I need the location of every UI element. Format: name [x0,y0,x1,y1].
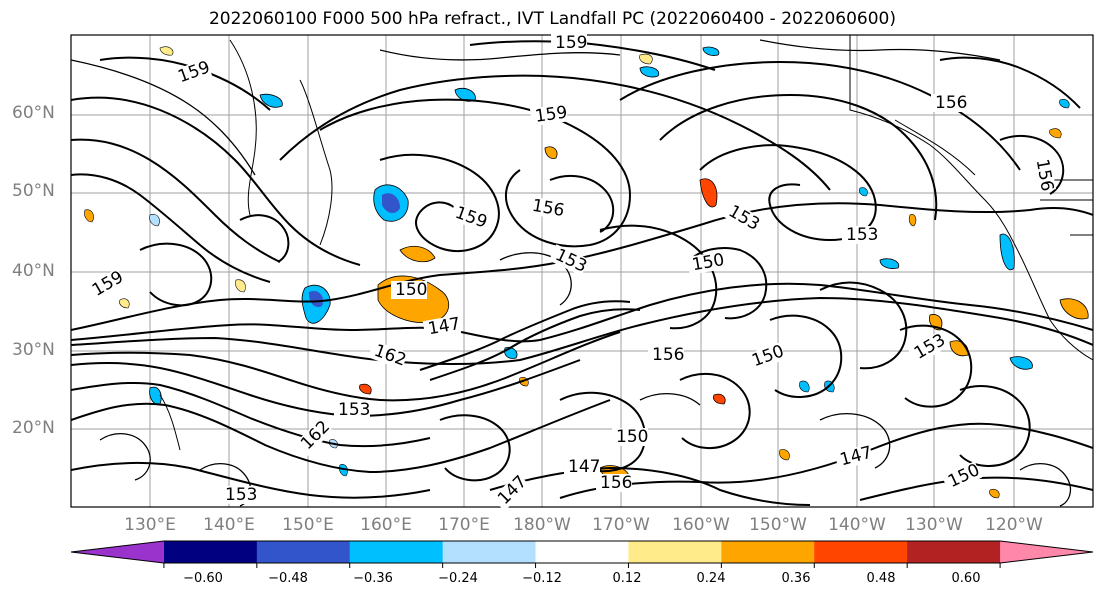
contour-label-background [564,458,600,476]
lat-label: 30°N [12,340,55,360]
contour-label-background [294,417,334,457]
contour-label-background [334,401,370,419]
contour-label-background [941,461,983,493]
colorbar-tick: 0.48 [866,571,896,586]
colorbar-tick: −0.48 [268,571,308,586]
colorbar-segment [535,541,629,563]
contour-label-background [221,486,257,504]
colorbar-segment [907,541,1001,563]
colorbar-tick: 0.60 [951,571,981,586]
contour-label: 150 [395,280,427,300]
thin-contours [71,39,1072,507]
contour-label: 156 [935,93,967,113]
contour-label-background [612,428,648,446]
lon-label: 130°W [905,515,963,535]
contour-label: 150 [616,427,648,447]
contour-label-background [842,226,878,244]
contour-label: 153 [225,485,257,505]
colorbar-segment [256,541,351,563]
lon-label: 150°E [282,515,334,535]
colorbar-tick: −0.36 [353,571,393,586]
colorbar-tick: 0.24 [696,571,726,586]
contour-label-background [491,472,531,512]
contour-label-background [931,94,967,112]
colorbar-segment [349,541,444,563]
colorbar-tick: −0.60 [183,571,223,586]
lon-label: 120°W [985,515,1043,535]
colorbar-tick: 0.12 [612,571,642,586]
contour-label-background [686,251,726,275]
lon-label: 130°E [124,515,176,535]
lat-label: 60°N [12,103,55,123]
lon-label: 140°E [203,515,255,535]
contour-label-background [907,331,949,365]
contour-label: 159 [555,33,587,53]
gridlines [71,35,1093,507]
contour-label-background [721,200,763,234]
contour-label-background [1032,153,1056,193]
contour-label-background [368,340,408,370]
contour-label: 156 [652,345,684,365]
contour-label: 147 [568,457,600,477]
map-title: 2022060100 F000 500 hPa refract., IVT La… [208,9,896,29]
colorbar-segment [442,541,537,563]
negative-anomaly-patches [149,46,1070,477]
colorbar-segment [1000,541,1093,563]
contour-label-background [422,315,462,339]
contour-label-background [526,196,566,220]
colorbar-tick: −0.24 [438,571,478,586]
contour-label-background [648,346,684,364]
contour-label-background [529,103,569,127]
contour-label-background [391,281,427,299]
lon-label: 150°W [749,515,807,535]
lon-label: 170°E [438,515,490,535]
colorbar-segment [721,541,815,563]
contour-label-background [596,474,632,492]
lat-label: 20°N [12,418,55,438]
contour-label-background [746,342,786,372]
colorbar-segment [814,541,908,563]
contour-label-background [449,202,489,232]
lon-label: 170°W [592,515,650,535]
colorbar-segment [163,541,258,563]
colorbar-tick: 0.36 [781,571,811,586]
lat-label: 50°N [12,181,55,201]
contour-label-background [172,58,212,88]
lon-label: 160°E [360,515,412,535]
contour-label-background [551,34,587,52]
contour-label: 153 [846,225,878,245]
colorbar [70,540,1094,568]
contour-label-background [834,443,874,471]
contour-label-background [548,244,590,276]
contour-label: 156 [600,473,632,493]
lon-label: 180°W [513,515,571,535]
lon-label: 160°W [672,515,730,535]
lon-label: 140°W [828,515,886,535]
contour-label-background [85,268,127,302]
contour-label: 153 [338,400,370,420]
colorbar-segment [71,541,164,563]
lat-label: 40°N [12,261,55,281]
colorbar-tick: −0.12 [522,571,562,586]
colorbar-segment [628,541,722,563]
contour-label: 159 [534,103,569,127]
